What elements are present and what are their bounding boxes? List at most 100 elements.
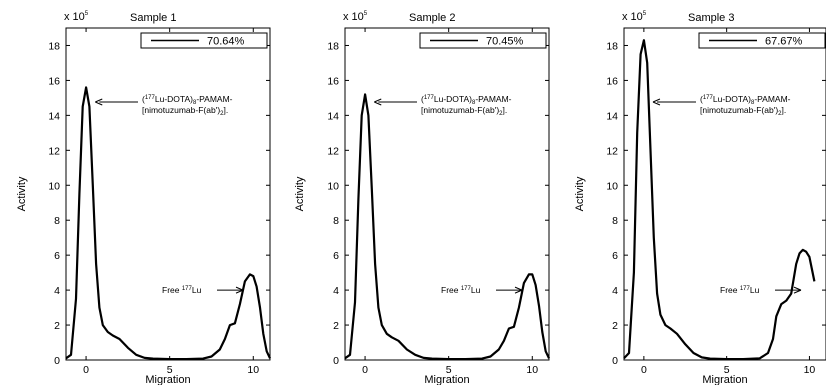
- y-tick-label: 16: [48, 75, 60, 87]
- y-axis-label: Activity: [16, 176, 28, 211]
- legend: 70.64%: [140, 32, 268, 49]
- panel-title: Sample 1: [130, 12, 176, 24]
- free-arrow-head: [793, 286, 802, 294]
- y-tick-label: 6: [54, 250, 60, 262]
- y-tick-label: 12: [327, 145, 339, 157]
- y-tick-label: 14: [327, 110, 339, 122]
- complex-annotation-line2: [nimotuzumab-F(ab')2].: [421, 105, 507, 117]
- y-tick-label: 14: [606, 110, 618, 122]
- y-tick-label: 4: [54, 285, 60, 297]
- multiplier-base: x 10: [64, 11, 85, 23]
- isotope-superscript: 177: [461, 286, 472, 292]
- y-tick-label: 18: [327, 40, 339, 52]
- free-arrow-head: [514, 286, 523, 294]
- x-tick-label: 10: [526, 364, 538, 376]
- complex-arrow-head: [374, 98, 382, 106]
- isotope-superscript: 177: [424, 95, 435, 101]
- free-arrow-head: [235, 286, 244, 294]
- y-tick-label: 14: [48, 110, 60, 122]
- multiplier-base: x 10: [343, 11, 364, 23]
- x-axis-label: Migration: [424, 374, 469, 385]
- x-tick-label: 5: [724, 364, 730, 376]
- y-tick-label: 10: [327, 180, 339, 192]
- y-multiplier: x 105: [343, 11, 368, 23]
- y-tick-label: 8: [612, 215, 618, 227]
- free-lu-annotation: Free 177Lu: [441, 285, 481, 295]
- complex-annotation-line2: [nimotuzumab-F(ab')2].: [142, 105, 228, 117]
- y-tick-label: 18: [606, 40, 618, 52]
- y-tick-label: 12: [606, 145, 618, 157]
- activity-series-line: [65, 86, 271, 361]
- isotope-superscript: 177: [145, 95, 156, 101]
- multiplier-base: x 10: [622, 11, 643, 23]
- y-multiplier: x 105: [622, 11, 647, 23]
- y-tick-label: 0: [612, 355, 618, 367]
- legend-percentage: 67.67%: [765, 36, 803, 48]
- y-tick-label: 8: [333, 215, 339, 227]
- activity-series-line: [344, 93, 550, 361]
- y-tick-label: 6: [333, 250, 339, 262]
- subscript: 2: [778, 111, 782, 117]
- legend: 67.67%: [698, 32, 826, 49]
- panel-title: Sample 2: [409, 12, 455, 24]
- y-tick-label: 0: [333, 355, 339, 367]
- isotope-superscript: 177: [182, 286, 193, 292]
- complex-annotation-line1: (177Lu-DOTA)8-PAMAM-: [142, 94, 233, 106]
- y-tick-label: 16: [606, 75, 618, 87]
- multiplier-exponent: 5: [364, 11, 368, 17]
- panel-title: Sample 3: [688, 12, 734, 24]
- isotope-superscript: 177: [740, 286, 751, 292]
- x-axis-label: Migration: [702, 374, 747, 385]
- activity-series-line: [623, 39, 816, 361]
- y-tick-label: 10: [606, 180, 618, 192]
- x-tick-label: 5: [167, 364, 173, 376]
- subscript: 2: [499, 111, 503, 117]
- x-tick-label: 0: [641, 364, 647, 376]
- legend-box: [140, 32, 268, 49]
- y-tick-label: 10: [48, 180, 60, 192]
- y-tick-label: 0: [54, 355, 60, 367]
- free-lu-annotation: Free 177Lu: [162, 285, 202, 295]
- y-tick-label: 2: [612, 320, 618, 332]
- x-tick-label: 0: [362, 364, 368, 376]
- subscript: 8: [751, 100, 755, 106]
- multiplier-exponent: 5: [85, 11, 89, 17]
- legend-box: [698, 32, 826, 49]
- multiplier-exponent: 5: [643, 11, 647, 17]
- complex-annotation-line2: [nimotuzumab-F(ab')2].: [700, 105, 786, 117]
- subscript: 8: [193, 100, 197, 106]
- x-tick-label: 5: [446, 364, 452, 376]
- y-tick-label: 4: [612, 285, 618, 297]
- legend: 70.45%: [419, 32, 547, 49]
- x-tick-label: 10: [247, 364, 259, 376]
- legend-box: [419, 32, 547, 49]
- y-tick-label: 12: [48, 145, 60, 157]
- axes-box: [623, 27, 826, 361]
- free-lu-annotation: Free 177Lu: [720, 285, 760, 295]
- y-tick-label: 2: [333, 320, 339, 332]
- subscript: 8: [472, 100, 476, 106]
- y-tick-label: 18: [48, 40, 60, 52]
- subscript: 2: [220, 111, 224, 117]
- y-axis-label: Activity: [574, 176, 586, 211]
- y-tick-label: 4: [333, 285, 339, 297]
- legend-percentage: 70.64%: [207, 36, 245, 48]
- complex-arrow-head: [652, 98, 661, 106]
- y-tick-label: 8: [54, 215, 60, 227]
- complex-annotation-line1: (177Lu-DOTA)8-PAMAM-: [700, 94, 791, 106]
- y-tick-label: 6: [612, 250, 618, 262]
- y-axis-label: Activity: [294, 176, 306, 211]
- complex-annotation-line1: (177Lu-DOTA)8-PAMAM-: [421, 94, 512, 106]
- complex-arrow-head: [95, 98, 103, 106]
- x-tick-label: 10: [804, 364, 816, 376]
- legend-percentage: 70.45%: [486, 36, 524, 48]
- isotope-superscript: 177: [703, 95, 714, 101]
- y-tick-label: 16: [327, 75, 339, 87]
- x-axis-label: Migration: [145, 374, 190, 385]
- x-tick-label: 0: [83, 364, 89, 376]
- y-multiplier: x 105: [64, 11, 89, 23]
